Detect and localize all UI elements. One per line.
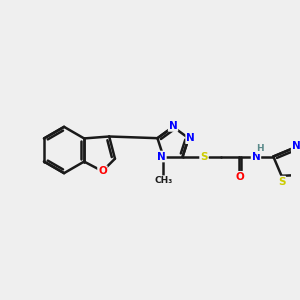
- Text: N: N: [292, 141, 300, 151]
- Text: S: S: [200, 152, 208, 161]
- Text: N: N: [157, 152, 166, 161]
- Text: S: S: [278, 177, 285, 187]
- Text: N: N: [252, 152, 260, 161]
- Text: N: N: [169, 121, 177, 131]
- Text: N: N: [186, 133, 195, 143]
- Text: O: O: [98, 166, 107, 176]
- Text: H: H: [256, 144, 264, 153]
- Text: CH₃: CH₃: [154, 176, 172, 185]
- Text: O: O: [236, 172, 244, 182]
